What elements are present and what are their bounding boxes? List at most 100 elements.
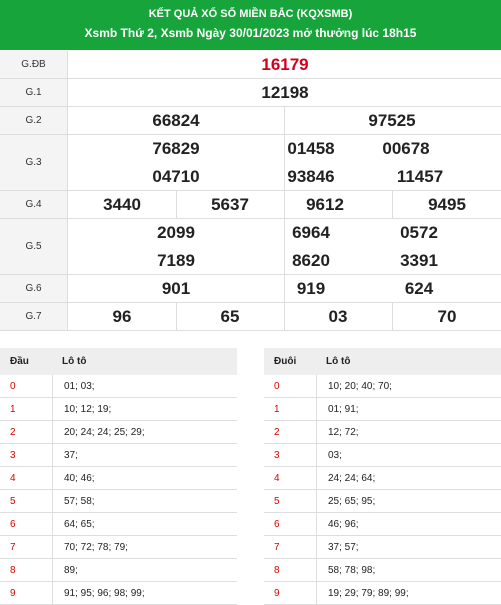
digit: 8 (274, 565, 280, 576)
cell-divider (52, 444, 53, 467)
prize-number: 0572 (400, 223, 438, 242)
row-line (0, 375, 237, 398)
title: KẾT QUẢ XỔ SỐ MIỀN BẮC (KQXSMB) (148, 8, 353, 20)
loto-numbers: 01; 91; (328, 404, 359, 415)
loto-numbers: 10; 12; 19; (64, 404, 112, 415)
row-line (264, 421, 501, 444)
cell-divider (52, 559, 53, 582)
digit: 2 (274, 427, 280, 438)
loto-numbers: 01; 03; (64, 381, 95, 392)
digit: 5 (10, 496, 16, 507)
digit: 2 (10, 427, 16, 438)
prize-number: 76829 (152, 139, 200, 158)
prize-number: 624 (404, 279, 434, 298)
digit: 3 (10, 450, 16, 461)
digit: 9 (274, 588, 280, 599)
row-line (264, 444, 501, 467)
loto-numbers: 12; 72; (328, 427, 359, 438)
cell-divider (316, 513, 317, 536)
prize-number: 9612 (306, 195, 344, 214)
row-line (0, 421, 237, 444)
cell-divider (52, 421, 53, 444)
digit: 4 (10, 473, 16, 484)
prize-label: G.1 (0, 79, 68, 107)
loto-numbers: 40; 46; (64, 473, 95, 484)
row-line (0, 513, 237, 536)
loto-numbers: 91; 95; 96; 98; 99; (64, 588, 145, 599)
prize-number: 66824 (152, 111, 200, 130)
prize-label: G.5 (0, 219, 68, 275)
prize-label: G.7 (0, 303, 68, 331)
row-line (0, 536, 237, 559)
prize-number: 70 (437, 307, 457, 326)
prize-number: 12198 (261, 83, 309, 102)
loto-numbers: 46; 96; (328, 519, 359, 530)
digit: 5 (274, 496, 280, 507)
prize-label: G.4 (0, 191, 68, 219)
prize-number: 7189 (157, 251, 195, 270)
loto-numbers: 64; 65; (64, 519, 95, 530)
digit: 6 (274, 519, 280, 530)
loto-numbers: 10; 20; 40; 70; (328, 381, 392, 392)
loto-numbers: 37; 57; (328, 542, 359, 553)
prize-number: 2099 (157, 223, 195, 242)
prize-label: G.ĐB (0, 51, 68, 79)
loto-numbers: 19; 29; 79; 89; 99; (328, 588, 409, 599)
cell-divider (52, 398, 53, 421)
prize-number: 919 (296, 279, 326, 298)
prize-label: G.6 (0, 275, 68, 303)
prize-number: 00678 (382, 139, 430, 158)
loto-numbers: 58; 78; 98; (328, 565, 376, 576)
cell-divider (284, 191, 285, 219)
cell-divider (316, 398, 317, 421)
row-line (0, 444, 237, 467)
digit: 3 (274, 450, 280, 461)
prize-number: 8620 (292, 251, 330, 270)
cell-divider (284, 135, 285, 191)
prize-number: 65 (220, 307, 240, 326)
loto-numbers: 24; 24; 64; (328, 473, 376, 484)
cell-divider (52, 513, 53, 536)
cell-divider (52, 490, 53, 513)
row-line (0, 467, 237, 490)
cell-divider (392, 303, 393, 331)
header: KẾT QUẢ XỔ SỐ MIỀN BẮC (KQXSMB) Xsmb Thứ… (0, 0, 501, 50)
table-header: Lô tô (326, 356, 351, 367)
prize-number: 901 (161, 279, 191, 298)
row-line (264, 490, 501, 513)
prize-number: 3440 (103, 195, 141, 214)
cell-divider (316, 444, 317, 467)
cell-divider (284, 275, 285, 303)
loto-numbers: 70; 72; 78; 79; (64, 542, 128, 553)
cell-divider (316, 467, 317, 490)
prize-number: 11457 (396, 167, 444, 186)
prize-number: 04710 (152, 167, 200, 186)
prize-number: 93846 (287, 167, 335, 186)
prize-label: G.2 (0, 107, 68, 135)
cell-divider (284, 219, 285, 275)
table-header: Đuôi (264, 348, 501, 375)
cell-divider (316, 490, 317, 513)
loto-numbers: 25; 65; 95; (328, 496, 376, 507)
cell-divider (284, 107, 285, 135)
cell-divider (284, 303, 285, 331)
row-line (264, 513, 501, 536)
cell-divider (392, 191, 393, 219)
prize-number: 97525 (368, 111, 416, 130)
cell-divider (176, 303, 177, 331)
prize-number: 03 (328, 307, 348, 326)
row-line (264, 398, 501, 421)
loto-numbers: 37; (64, 450, 78, 461)
digit: 1 (274, 404, 280, 415)
prize-number: 3391 (400, 251, 438, 270)
cell-divider (316, 421, 317, 444)
digit: 0 (274, 381, 280, 392)
digit: 8 (10, 565, 16, 576)
loto-numbers: 89; (64, 565, 78, 576)
digit: 9 (10, 588, 16, 599)
row-line (0, 490, 237, 513)
row-line (68, 51, 501, 79)
digit: 4 (274, 473, 280, 484)
subtitle: Xsmb Thứ 2, Xsmb Ngày 30/01/2023 mở thưở… (84, 26, 417, 40)
table-header: Đầu (0, 348, 237, 375)
